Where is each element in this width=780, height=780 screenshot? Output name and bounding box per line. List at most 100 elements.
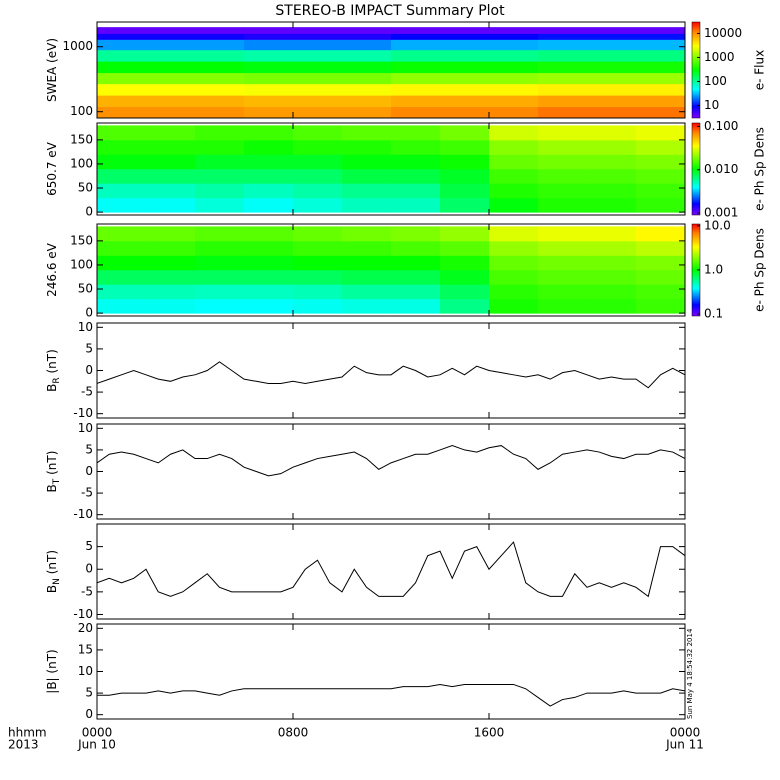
heatmap-cell xyxy=(244,298,294,314)
heatmap-cell xyxy=(587,183,637,199)
heatmap-cell xyxy=(244,255,294,271)
heatmap-cell xyxy=(489,168,539,184)
heatmap-cell xyxy=(391,72,539,85)
y-tick-label: 0 xyxy=(85,306,93,320)
colorbar-tick-label: 100 xyxy=(704,74,727,88)
panel: 0.001 0.010 0.100 e- Ph Sp Dens 0 50 100 150 650… xyxy=(45,119,767,220)
heatmap-cell xyxy=(146,269,196,285)
heatmap-cell xyxy=(538,139,588,155)
heatmap-cell xyxy=(293,284,343,300)
panel: -10 -5 0 5 10 BR (nT) xyxy=(45,320,686,420)
panel-frame xyxy=(96,21,686,119)
heatmap-cell xyxy=(636,240,685,256)
heatmap-cell xyxy=(636,183,685,199)
heatmap-cell xyxy=(587,240,637,256)
heatmap-cell xyxy=(538,125,588,141)
heatmap-cell xyxy=(636,298,685,314)
heatmap-cell xyxy=(391,183,441,199)
heatmap-cell xyxy=(636,226,685,242)
data-line xyxy=(97,361,685,389)
heatmap-cell xyxy=(146,284,196,300)
heatmap-cell xyxy=(636,197,685,213)
heatmap-cell xyxy=(195,269,245,285)
y-tick-label: -5 xyxy=(81,584,93,598)
panel-frame xyxy=(96,122,686,216)
heatmap-cell xyxy=(538,226,588,242)
heatmap-cell xyxy=(244,284,294,300)
heatmap-cell xyxy=(293,125,343,141)
colorbar-label: e- Flux xyxy=(753,50,767,90)
x-tick-label: 0000 xyxy=(670,726,701,740)
heatmap-cell xyxy=(195,125,245,141)
heatmap-cell xyxy=(293,269,343,285)
y-tick-label: 100 xyxy=(70,156,93,170)
heatmap-cell xyxy=(244,49,392,62)
heatmap-cell xyxy=(97,27,245,34)
heatmap-cell xyxy=(293,168,343,184)
heatmap-cell xyxy=(391,139,441,155)
heatmap-cell xyxy=(97,49,245,62)
colorbar xyxy=(691,21,701,119)
plot-area xyxy=(97,27,685,118)
heatmap-cell xyxy=(587,298,637,314)
heatmap-cell xyxy=(391,33,539,40)
y-tick-label: 150 xyxy=(70,233,93,247)
heatmap-cell xyxy=(587,255,637,271)
heatmap-cell xyxy=(538,269,588,285)
colorbar-tick-label: 1000 xyxy=(704,50,735,64)
y-label-unit: (nT) xyxy=(45,349,59,373)
heatmap-cell xyxy=(195,298,245,314)
y-tick-label: 5 xyxy=(85,341,93,355)
x-tick-date: Jun 10 xyxy=(77,738,116,752)
heatmap-cell xyxy=(146,255,196,271)
y-label-main: B xyxy=(45,384,59,392)
heatmap-cell xyxy=(195,240,245,256)
y-label-main: B xyxy=(45,484,59,492)
heatmap-cell xyxy=(489,183,539,199)
y-label-unit: (nT) xyxy=(45,451,59,475)
y-tick-label: 0 xyxy=(85,205,93,219)
heatmap-cell xyxy=(587,284,637,300)
heatmap-cell xyxy=(244,139,294,155)
colorbar-tick-label: 10 xyxy=(704,98,719,112)
colorbar-tick-label: 0.001 xyxy=(704,206,738,220)
heatmap-cell xyxy=(97,183,147,199)
heatmap-cell xyxy=(391,95,539,108)
heatmap-cell xyxy=(587,226,637,242)
heatmap-cell xyxy=(489,154,539,170)
heatmap-cell xyxy=(146,197,196,213)
y-tick-label: 0 xyxy=(85,707,93,721)
heatmap-cell xyxy=(342,255,392,271)
heatmap-cell xyxy=(195,284,245,300)
heatmap-cell xyxy=(244,61,392,74)
heatmap-cell xyxy=(244,269,294,285)
heatmap-cell xyxy=(195,154,245,170)
heatmap-cell xyxy=(391,154,441,170)
heatmap-cell xyxy=(97,125,147,141)
heatmap-cell xyxy=(195,197,245,213)
heatmap-cell xyxy=(342,154,392,170)
heatmap-cell xyxy=(538,61,685,74)
y-tick-label: -10 xyxy=(73,607,93,621)
colorbar-tick-label: 0.100 xyxy=(704,119,738,133)
heatmap-cell xyxy=(440,298,490,314)
y-tick-label: 10 xyxy=(78,664,93,678)
heatmap-cell xyxy=(636,154,685,170)
heatmap-cell xyxy=(244,154,294,170)
heatmap-cell xyxy=(342,197,392,213)
heatmap-cell xyxy=(538,83,685,96)
heatmap-cell xyxy=(538,154,588,170)
x-tick-label: 0000 xyxy=(82,726,113,740)
y-label-sub: T xyxy=(52,478,62,485)
heatmap-cell xyxy=(244,39,392,51)
heatmap-cell xyxy=(489,240,539,256)
panel: 0.1 1.0 10.0 e- Ph Sp Dens 0 50 100 150 246.6 eV xyxy=(45,218,767,320)
heatmap-cell xyxy=(244,168,294,184)
heatmap-cell xyxy=(391,106,539,118)
y-tick-label: 50 xyxy=(78,282,93,296)
heatmap-cell xyxy=(97,197,147,213)
heatmap-cell xyxy=(342,139,392,155)
heatmap-cell xyxy=(391,83,539,96)
heatmap-cell xyxy=(538,106,685,118)
